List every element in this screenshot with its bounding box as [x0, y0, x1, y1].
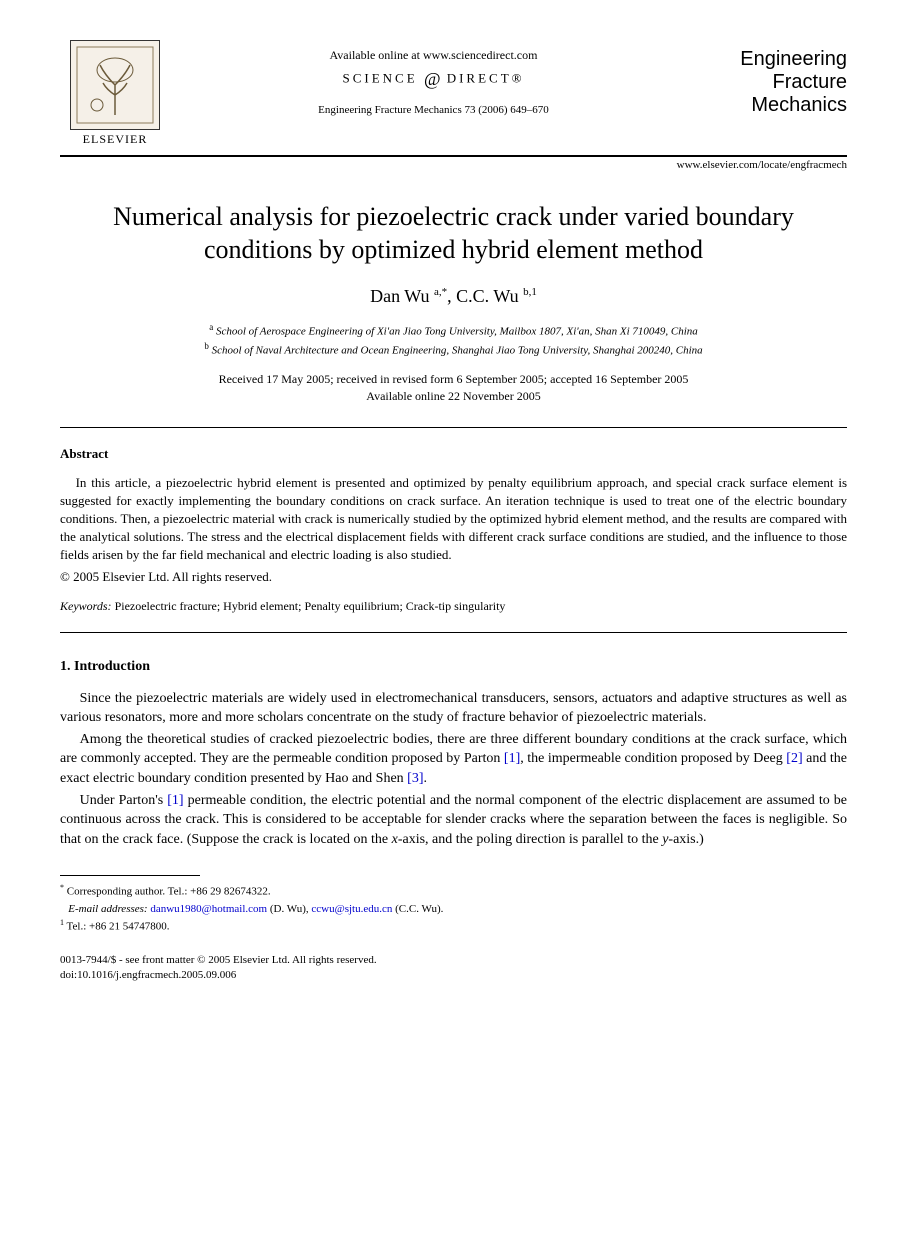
affiliation-b: b School of Naval Architecture and Ocean…: [60, 340, 847, 359]
p3d: -axis.): [668, 832, 703, 847]
dates-line1: Received 17 May 2005; received in revise…: [60, 371, 847, 388]
sd-at-icon: @: [424, 69, 441, 89]
journal-citation: Engineering Fracture Mechanics 73 (2006)…: [170, 104, 697, 116]
abstract-heading: Abstract: [60, 446, 847, 462]
p3a: Under Parton's: [80, 793, 168, 808]
p2d: .: [423, 771, 427, 786]
journal-title-l2: Fracture: [697, 71, 847, 94]
ref-link-1[interactable]: [1]: [504, 751, 520, 766]
journal-url[interactable]: www.elsevier.com/locate/engfracmech: [60, 159, 847, 171]
tel-text: Tel.: +86 21 54747800.: [64, 921, 169, 933]
abstract-bottom-rule: [60, 632, 847, 633]
author-2-sup: b,1: [523, 286, 537, 298]
p3c: -axis, and the poling direction is paral…: [398, 832, 662, 847]
footer-info: 0013-7944/$ - see front matter © 2005 El…: [60, 953, 847, 983]
footnote-emails: E-mail addresses: danwu1980@hotmail.com …: [60, 901, 847, 918]
email-2-who: (C.C. Wu).: [392, 903, 443, 915]
paper-title: Numerical analysis for piezoelectric cra…: [80, 201, 827, 266]
email-2-link[interactable]: ccwu@sjtu.edu.cn: [311, 903, 392, 915]
email-1-link[interactable]: danwu1980@hotmail.com: [150, 903, 267, 915]
abstract-copyright: © 2005 Elsevier Ltd. All rights reserved…: [60, 569, 847, 585]
ref-link-3[interactable]: [3]: [407, 771, 423, 786]
affiliation-a: a School of Aerospace Engineering of Xi'…: [60, 321, 847, 340]
email-label: E-mail addresses:: [68, 903, 147, 915]
journal-title-l3: Mechanics: [697, 94, 847, 117]
footnote-corresponding: * Corresponding author. Tel.: +86 29 826…: [60, 882, 847, 900]
affiliations: a School of Aerospace Engineering of Xi'…: [60, 321, 847, 359]
available-online-text: Available online at www.sciencedirect.co…: [170, 48, 697, 63]
journal-title-block: Engineering Fracture Mechanics: [697, 40, 847, 117]
authors-line: Dan Wu a,*, C.C. Wu b,1: [60, 286, 847, 307]
ref-link-2[interactable]: [2]: [786, 751, 802, 766]
abstract-body: In this article, a piezoelectric hybrid …: [60, 474, 847, 565]
dates-line2: Available online 22 November 2005: [60, 388, 847, 405]
corr-text: Corresponding author. Tel.: +86 29 82674…: [64, 886, 271, 898]
publisher-block: ELSEVIER: [60, 40, 170, 147]
footer-line1: 0013-7944/$ - see front matter © 2005 El…: [60, 953, 847, 968]
publisher-name: ELSEVIER: [83, 132, 148, 147]
footnotes-block: * Corresponding author. Tel.: +86 29 826…: [60, 882, 847, 935]
section-1-heading: 1. Introduction: [60, 659, 847, 675]
intro-para-3: Under Parton's [1] permeable condition, …: [60, 791, 847, 850]
affil-a-text: School of Aerospace Engineering of Xi'an…: [213, 326, 698, 338]
author-1-sup: a,*: [434, 286, 447, 298]
author-2: C.C. Wu: [456, 286, 523, 306]
page-header: ELSEVIER Available online at www.science…: [60, 40, 847, 147]
email-1-who: (D. Wu),: [267, 903, 311, 915]
journal-title-l1: Engineering: [697, 48, 847, 71]
affil-b-text: School of Naval Architecture and Ocean E…: [209, 345, 703, 357]
header-center: Available online at www.sciencedirect.co…: [170, 40, 697, 116]
dates-block: Received 17 May 2005; received in revise…: [60, 371, 847, 405]
intro-para-1: Since the piezoelectric materials are wi…: [60, 689, 847, 728]
keywords-label: Keywords:: [60, 599, 112, 613]
footnote-tel: 1 Tel.: +86 21 54747800.: [60, 917, 847, 935]
author-1: Dan Wu: [370, 286, 434, 306]
sd-right: DIRECT®: [447, 70, 525, 85]
intro-para-2: Among the theoretical studies of cracked…: [60, 730, 847, 789]
footnote-rule: [60, 875, 200, 876]
sd-left: SCIENCE: [342, 70, 417, 85]
science-direct-logo: SCIENCE @ DIRECT®: [170, 69, 697, 90]
header-rule: [60, 155, 847, 157]
abstract-top-rule: [60, 427, 847, 428]
footer-doi: doi:10.1016/j.engfracmech.2005.09.006: [60, 968, 847, 983]
author-sep: ,: [447, 286, 456, 306]
p2b: , the impermeable condition proposed by …: [520, 751, 786, 766]
elsevier-tree-logo: [70, 40, 160, 130]
ref-link-1b[interactable]: [1]: [167, 793, 183, 808]
keywords-line: Keywords: Piezoelectric fracture; Hybrid…: [60, 599, 847, 614]
keywords-text: Piezoelectric fracture; Hybrid element; …: [112, 599, 506, 613]
